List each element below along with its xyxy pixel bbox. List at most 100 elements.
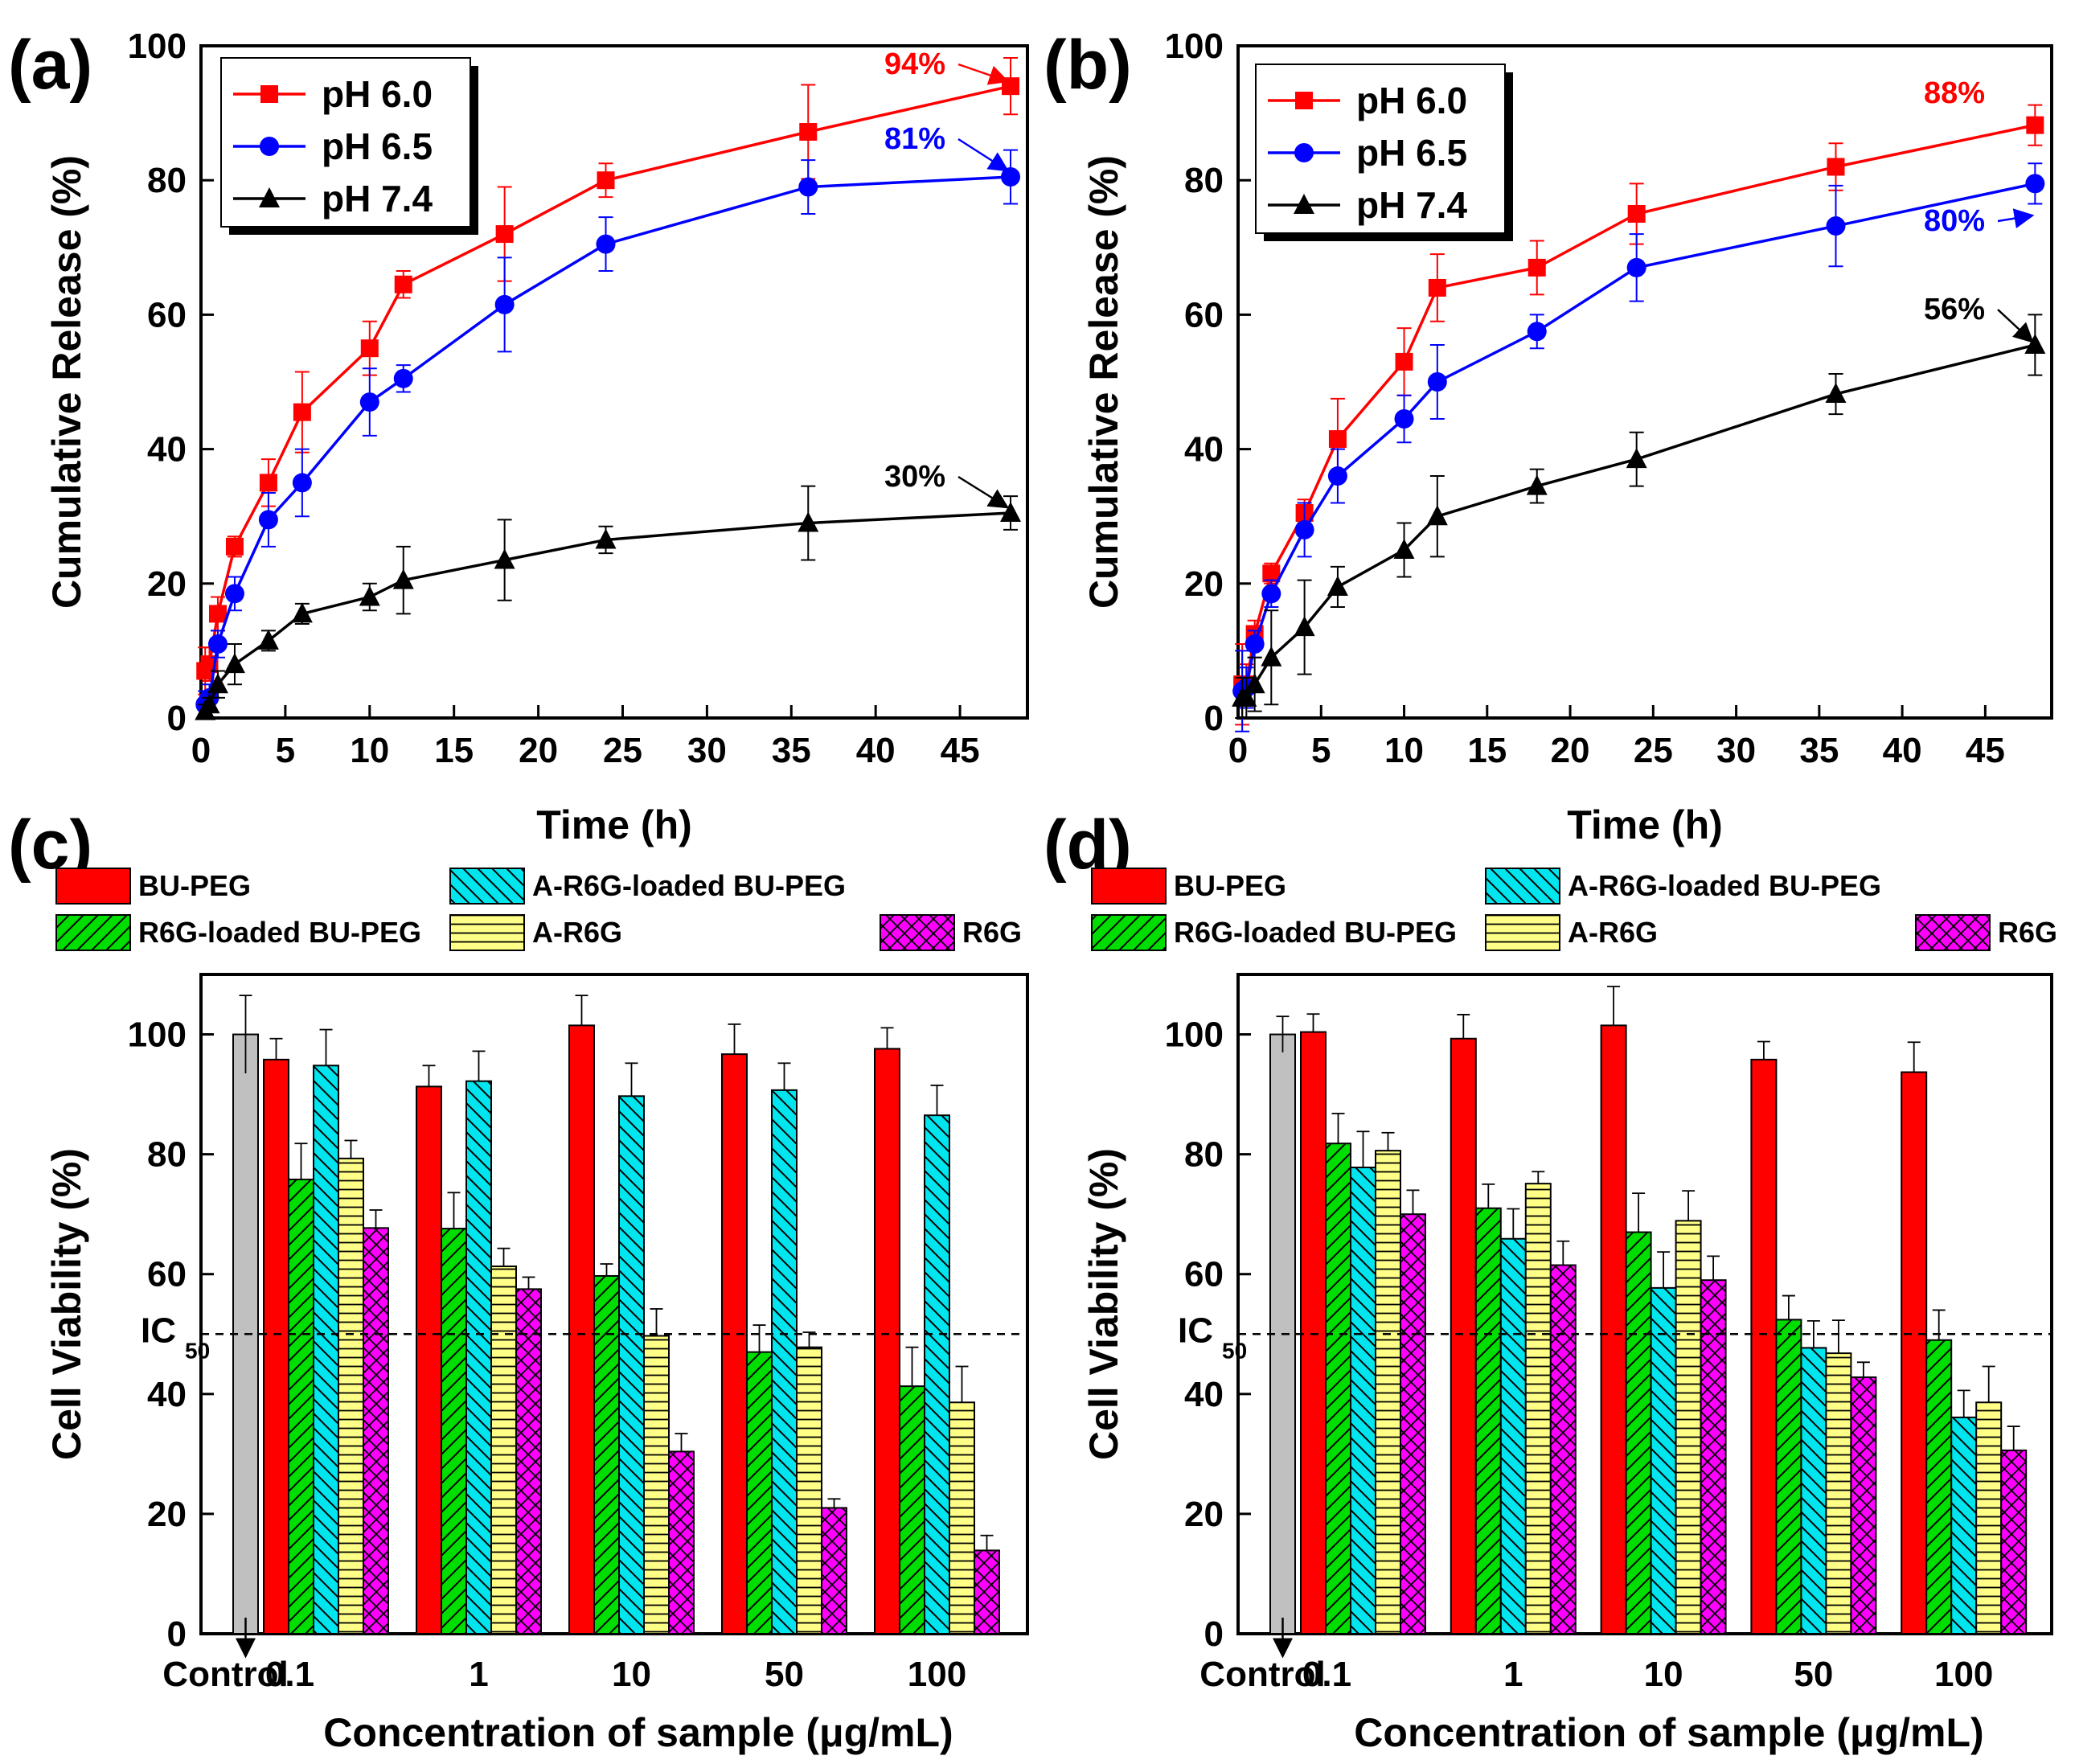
bar-bu-peg	[568, 1024, 595, 1635]
y-tick-label: 20	[147, 564, 187, 604]
bar-a-r6g	[1825, 1352, 1852, 1635]
series-ph-6-5	[1232, 162, 2045, 732]
ic50-label: IC	[1178, 1311, 1213, 1350]
legend-label: R6G-loaded BU-PEG	[1174, 916, 1457, 949]
data-point-triangle	[1261, 646, 1282, 667]
data-point-triangle	[1393, 539, 1415, 559]
y-tick-label: 20	[1184, 564, 1224, 604]
value-annotation: 80%	[1924, 204, 1985, 238]
bar-bu-peg	[1750, 1058, 1778, 1635]
data-point-circle	[1527, 322, 1547, 342]
data-point-circle	[1001, 167, 1021, 187]
bar-r6g	[1700, 1279, 1727, 1635]
ic50-subscript: 50	[1222, 1338, 1247, 1363]
bar-bu-peg	[263, 1058, 289, 1635]
bar-bu-peg	[874, 1048, 900, 1635]
bar-a-r6g-loaded-bu-peg	[1800, 1347, 1827, 1635]
legend-label: A-R6G	[1568, 916, 1658, 949]
data-point-triangle	[199, 693, 220, 714]
x-tick-label: 35	[772, 731, 811, 770]
data-point-triangle	[1626, 448, 1647, 469]
data-point-triangle	[392, 568, 414, 589]
data-point-square	[2026, 116, 2044, 134]
bar-bu-peg	[1600, 1024, 1627, 1635]
y-tick-label: 60	[147, 1255, 187, 1294]
data-point-triangle	[257, 629, 279, 650]
data-point-square	[394, 275, 412, 293]
x-tick-label: 45	[941, 731, 980, 770]
data-point-triangle	[2024, 334, 2046, 355]
x-tick-label: 0.1	[1302, 1655, 1351, 1694]
data-point-triangle	[1526, 474, 1548, 495]
data-point-square	[208, 605, 227, 623]
value-annotation: 94%	[884, 47, 945, 81]
x-axis-title: Time (h)	[1567, 802, 1723, 847]
bar-r6g	[821, 1507, 847, 1635]
x-tick-label: 50	[765, 1655, 804, 1694]
data-point-triangle	[1294, 194, 1314, 214]
bar-r6g-loaded-bu-peg	[288, 1178, 314, 1635]
bar-r6g	[1850, 1376, 1877, 1635]
data-point-square	[1395, 352, 1413, 371]
data-point-circle	[258, 510, 278, 530]
bar-bu-peg	[721, 1053, 748, 1635]
legend-label: R6G	[1998, 916, 2057, 949]
annotation-arrow	[1997, 208, 2035, 228]
panel-letter: (a)	[8, 27, 92, 104]
x-tick-label: 5	[1311, 731, 1331, 770]
series-line	[1242, 343, 2036, 699]
data-point-triangle	[1825, 383, 1847, 404]
data-point-circle	[359, 392, 379, 412]
bar-r6g-loaded-bu-peg	[441, 1228, 467, 1635]
bar-a-r6g	[338, 1157, 364, 1635]
x-axis-title: Concentration of sample (μg/mL)	[323, 1710, 953, 1755]
x-tick-label: 50	[1794, 1655, 1833, 1694]
bar-a-r6g-loaded-bu-peg	[1499, 1237, 1527, 1635]
bar-a-r6g-loaded-bu-peg	[618, 1095, 645, 1635]
bar-bu-peg	[1300, 1031, 1327, 1635]
y-tick-label: 40	[147, 430, 187, 470]
y-tick-label: 80	[147, 161, 187, 200]
annotation-arrow	[957, 63, 1010, 85]
bar-a-r6g-loaded-bu-peg	[313, 1065, 339, 1635]
data-point-square	[1827, 158, 1845, 176]
legend-swatch	[1091, 868, 1167, 905]
y-tick-label: 60	[1184, 1255, 1224, 1294]
bar-r6g-loaded-bu-peg	[593, 1274, 620, 1635]
annotation-arrow	[957, 475, 1010, 509]
legend-label: BU-PEG	[138, 869, 251, 902]
legend: BU-PEG A-R6G-loaded BU-PEG R6G-loaded BU-P…	[55, 868, 1022, 951]
data-point-square	[597, 171, 615, 190]
legend: pH 6.0 pH 6.5 pH 7.4	[220, 57, 478, 235]
x-tick-label: 0	[191, 731, 211, 770]
legend-label: BU-PEG	[1174, 869, 1286, 902]
bar-a-r6g-loaded-bu-peg	[771, 1089, 798, 1635]
bar-r6g-loaded-bu-peg	[1625, 1231, 1652, 1635]
y-tick-label: 60	[1184, 295, 1224, 334]
bar-r6g-loaded-bu-peg	[746, 1351, 773, 1635]
data-point-square	[293, 403, 311, 421]
legend-swatch	[55, 868, 131, 905]
data-point-square	[225, 537, 244, 556]
y-tick-label: 0	[1204, 699, 1224, 738]
data-point-triangle	[359, 585, 380, 606]
data-point-square	[1262, 564, 1281, 583]
legend-label: pH 6.5	[1356, 132, 1467, 174]
bar-a-r6g-loaded-bu-peg	[465, 1080, 492, 1635]
data-point-triangle	[1000, 502, 1022, 523]
bar-r6g-loaded-bu-peg	[1775, 1319, 1802, 1635]
data-point-circle	[393, 368, 413, 388]
legend-swatch	[449, 914, 525, 951]
bar-a-r6g-loaded-bu-peg	[924, 1114, 950, 1635]
x-tick-label: 100	[908, 1655, 966, 1694]
data-point-circle	[798, 177, 818, 197]
bar-a-r6g	[1975, 1401, 2003, 1635]
data-point-circle	[2025, 174, 2045, 194]
data-point-circle	[1294, 143, 1314, 162]
x-tick-label: 30	[687, 731, 727, 770]
bar-r6g-loaded-bu-peg	[1474, 1207, 1502, 1635]
y-tick-label: 100	[1165, 27, 1224, 66]
series-ph-7-4	[195, 485, 1022, 720]
